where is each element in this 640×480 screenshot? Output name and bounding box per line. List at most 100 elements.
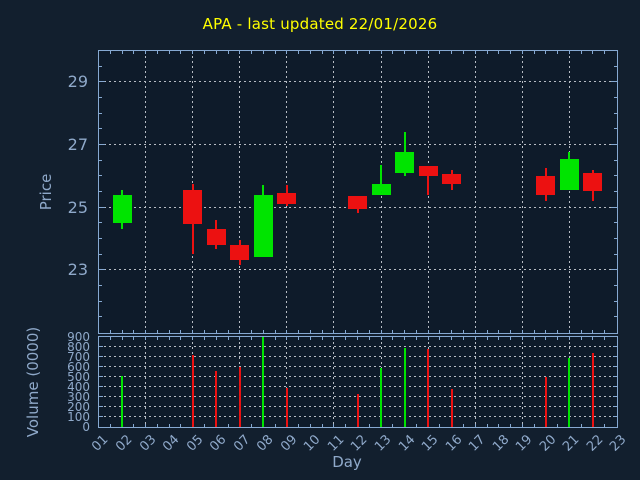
axis-tick (612, 406, 617, 407)
axis-tick (462, 329, 464, 333)
axis-tick (98, 112, 102, 114)
axis-tick (357, 50, 358, 54)
candle-body (371, 183, 391, 195)
axis-tick (612, 356, 617, 357)
axis-tick (610, 206, 617, 208)
horizontal-gridline (98, 81, 617, 83)
axis-tick (498, 423, 500, 427)
axis-tick (510, 50, 512, 54)
axis-tick (612, 346, 617, 347)
axis-tick (133, 329, 135, 333)
horizontal-gridline (98, 356, 617, 357)
x-tick-label: 09 (277, 432, 301, 455)
x-tick-label: 19 (513, 432, 536, 455)
axis-tick (98, 406, 103, 407)
horizontal-gridline (98, 346, 617, 347)
axis-tick (98, 65, 102, 67)
volume-bar (215, 370, 218, 427)
x-tick-label: 10 (301, 432, 324, 455)
price-panel (97, 49, 618, 334)
axis-tick (613, 65, 617, 67)
x-tick-label: 21 (560, 432, 583, 455)
x-tick-label: 07 (230, 432, 254, 455)
axis-tick (521, 423, 523, 427)
axis-tick (392, 423, 394, 427)
axis-tick (168, 50, 170, 54)
axis-tick (98, 285, 102, 286)
axis-tick (227, 336, 229, 340)
volume-bar (191, 354, 194, 427)
axis-tick (486, 336, 488, 340)
x-tick-label: 18 (489, 432, 513, 455)
axis-tick (98, 356, 103, 357)
axis-tick (109, 50, 111, 54)
day-axis-title: Day (332, 453, 362, 471)
candle-body (206, 229, 226, 245)
axis-tick (145, 50, 147, 54)
axis-tick (557, 423, 559, 427)
x-tick-label: 20 (536, 432, 560, 455)
axis-tick (321, 329, 323, 333)
axis-tick (415, 329, 417, 333)
volume-tick-label: 300 (67, 390, 90, 404)
axis-tick (321, 423, 323, 427)
axis-tick (533, 329, 535, 333)
axis-tick (98, 269, 105, 271)
axis-tick (251, 423, 253, 427)
axis-tick (580, 423, 582, 427)
horizontal-gridline (98, 386, 617, 387)
volume-bar (568, 357, 571, 427)
axis-tick (203, 336, 205, 340)
axis-tick (510, 336, 512, 340)
axis-tick (368, 50, 370, 54)
axis-tick (145, 423, 147, 427)
axis-tick (557, 50, 559, 54)
candle-body (277, 193, 297, 205)
volume-tick-label: 200 (67, 400, 90, 414)
volume-tick-label: 100 (67, 410, 90, 424)
axis-tick (486, 50, 488, 54)
axis-tick (133, 336, 135, 340)
axis-tick (498, 50, 500, 54)
volume-bar (285, 387, 288, 427)
axis-tick (380, 329, 382, 333)
vertical-gridline (333, 50, 335, 333)
axis-tick (321, 336, 323, 340)
axis-tick (98, 206, 105, 208)
axis-tick (98, 191, 102, 192)
axis-tick (309, 336, 311, 340)
axis-tick (474, 50, 476, 54)
axis-tick (133, 423, 135, 427)
axis-tick (286, 50, 288, 54)
volume-tick-label: 900 (67, 330, 90, 344)
axis-tick (439, 329, 441, 333)
x-tick-label: 22 (584, 432, 607, 455)
candle-body (583, 172, 603, 192)
axis-tick (262, 329, 264, 333)
axis-tick (298, 50, 300, 54)
candle-body (348, 196, 367, 209)
vertical-gridline (521, 336, 523, 427)
axis-tick (613, 128, 617, 130)
axis-tick (274, 423, 276, 427)
volume-tick-label: 800 (67, 340, 90, 354)
axis-tick (145, 329, 147, 333)
candle-body (230, 244, 250, 261)
axis-tick (145, 336, 147, 340)
horizontal-gridline (98, 366, 617, 367)
x-tick-label: 13 (372, 432, 395, 455)
axis-tick (392, 50, 394, 54)
axis-tick (121, 329, 123, 333)
axis-tick (368, 423, 370, 427)
axis-tick (592, 336, 594, 340)
axis-tick (133, 50, 135, 54)
axis-tick (439, 336, 441, 340)
axis-tick (109, 329, 111, 333)
volume-bar (450, 388, 453, 427)
axis-tick (404, 336, 406, 340)
axis-tick (612, 396, 617, 397)
volume-bar (544, 376, 547, 427)
axis-tick (380, 336, 382, 340)
axis-tick (533, 336, 535, 340)
axis-tick (580, 329, 582, 333)
